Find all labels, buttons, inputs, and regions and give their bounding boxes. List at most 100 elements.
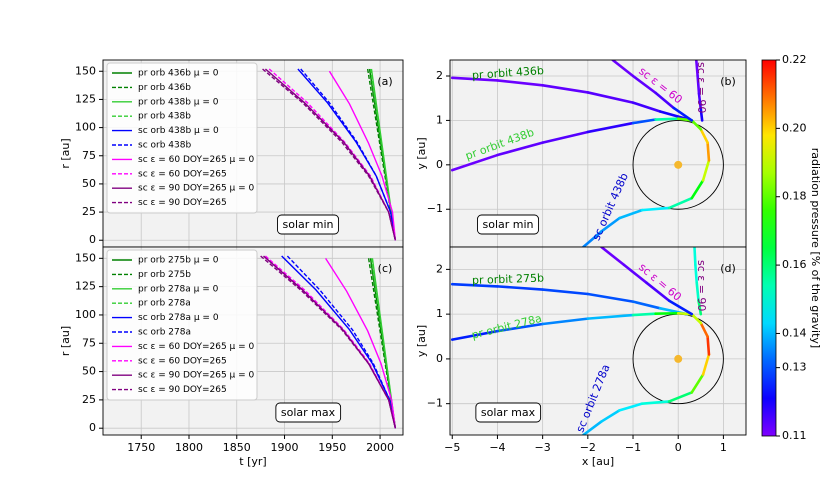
- legend-label: sc ε = 90 DOY=265: [138, 385, 227, 395]
- axes-frame: [102, 246, 404, 436]
- y-tick-label: 100: [75, 121, 96, 134]
- y-tick-label: 50: [82, 177, 96, 190]
- legend-box: [106, 249, 258, 401]
- y-tick-label: 50: [82, 365, 96, 378]
- line: [260, 255, 397, 429]
- orbit-segment: [450, 153, 499, 172]
- orbit-segment: [586, 292, 635, 303]
- orbit-segment: [667, 391, 694, 403]
- orbit-segment: [496, 141, 544, 157]
- annotation: solar max: [481, 406, 536, 419]
- orbit-segment: [672, 106, 694, 122]
- orbit-segment: [640, 206, 671, 212]
- earth-orbit-circle: [632, 119, 724, 210]
- line: [369, 68, 397, 241]
- line: [328, 70, 397, 241]
- colorbar: [761, 59, 777, 437]
- y-axis-label: y [au]: [415, 325, 428, 357]
- orbit-segment: [541, 317, 590, 326]
- x-tick-label: 1750: [127, 441, 155, 454]
- x-tick-label: −2: [580, 441, 596, 454]
- orbit-segment: [496, 285, 544, 291]
- colorbar-tick-label: 0.20: [782, 121, 807, 134]
- orbit-segment: [699, 127, 709, 144]
- orbit-segment: [694, 60, 699, 78]
- orbit-segment: [631, 300, 662, 310]
- y-tick-label: 75: [82, 149, 96, 162]
- legend-label: sc ε = 60 DOY=265 μ = 0: [138, 342, 255, 352]
- y-tick-label: 1: [436, 307, 443, 320]
- legend-label: pr orb 275b μ = 0: [138, 256, 219, 266]
- orbit-segment: [600, 247, 626, 267]
- legend-label: sc orb 278a: [138, 328, 191, 338]
- line: [325, 257, 397, 429]
- orbit-segment: [631, 312, 657, 317]
- y-tick-label: 150: [75, 64, 96, 77]
- line: [300, 68, 397, 241]
- y-tick-label: 0: [436, 158, 443, 171]
- panel-label: (c): [378, 262, 393, 275]
- orbit-segment: [631, 74, 657, 95]
- orbit-segment: [690, 373, 705, 394]
- legend-label: sc ε = 60 DOY=265: [138, 169, 227, 179]
- orbit-segment: [618, 208, 644, 220]
- plot-area: [262, 68, 397, 241]
- panel-label: (b): [720, 75, 736, 88]
- annotation-box: [275, 402, 342, 423]
- annotation-box: [475, 402, 542, 423]
- orbit-segment: [541, 84, 590, 94]
- legend-label: sc ε = 90 DOY=265 μ = 0: [138, 371, 255, 381]
- x-tick-label: −1: [625, 441, 641, 454]
- orbit-segment: [586, 121, 635, 134]
- orbit-segment: [667, 299, 694, 316]
- legend-label: pr orb 278a: [138, 299, 191, 309]
- annotation-box: [477, 214, 539, 235]
- annotation: solar min: [282, 218, 333, 231]
- orbit-segment: [640, 400, 671, 405]
- orbit-segment: [690, 312, 703, 325]
- colorbar-tick-label: 0.18: [782, 190, 807, 203]
- colorbar-label: radiation pressure [% of the gravity]: [809, 148, 822, 348]
- y-tick-label: 150: [75, 251, 96, 264]
- orbit-segment: [654, 91, 675, 110]
- orbit-segment: [496, 322, 544, 333]
- x-tick-label: 1850: [223, 441, 251, 454]
- y-tick-label: 25: [82, 205, 96, 218]
- orbit-segment: [496, 79, 544, 87]
- orbit-segment: [706, 141, 711, 162]
- panel-label: (d): [720, 262, 736, 275]
- orbit-label: sc ε = 90: [695, 62, 708, 113]
- orbit-segment: [450, 329, 499, 341]
- orbit-segment: [586, 313, 635, 320]
- orbit-segment: [667, 196, 694, 210]
- plot-area: [450, 247, 724, 435]
- orbit-segment: [582, 420, 603, 435]
- orbit-segment: [690, 179, 705, 200]
- plot-area: [260, 255, 397, 429]
- x-axis-label: x [au]: [582, 455, 614, 468]
- y-tick-label: 0: [436, 352, 443, 365]
- annotation: solar min: [482, 218, 533, 231]
- line: [264, 255, 397, 429]
- line: [370, 258, 397, 429]
- legend-label: sc ε = 90 DOY=265: [138, 198, 227, 208]
- legend-label: pr orb 438b: [138, 112, 191, 122]
- orbit-segment: [701, 353, 711, 376]
- y-tick-label: 125: [75, 92, 96, 105]
- colorbar-tick-label: 0.13: [782, 361, 807, 374]
- legend-label: sc orb 438b μ = 0: [138, 126, 219, 136]
- y-tick-label: 1: [436, 113, 443, 126]
- orbit-segment: [622, 263, 648, 285]
- x-tick-label: 2000: [366, 441, 394, 454]
- colorbar-tick-label: 0.16: [782, 258, 807, 271]
- y-tick-label: 75: [82, 336, 96, 349]
- y-tick-label: 25: [82, 393, 96, 406]
- orbit-segment: [631, 118, 657, 125]
- x-tick-label: −5: [444, 441, 460, 454]
- legend-label: pr orb 438b μ = 0: [138, 97, 219, 107]
- x-tick-label: 1950: [318, 441, 346, 454]
- y-tick-label: −1: [427, 397, 443, 410]
- orbit-segment: [600, 216, 621, 233]
- orbit-segment: [586, 91, 635, 104]
